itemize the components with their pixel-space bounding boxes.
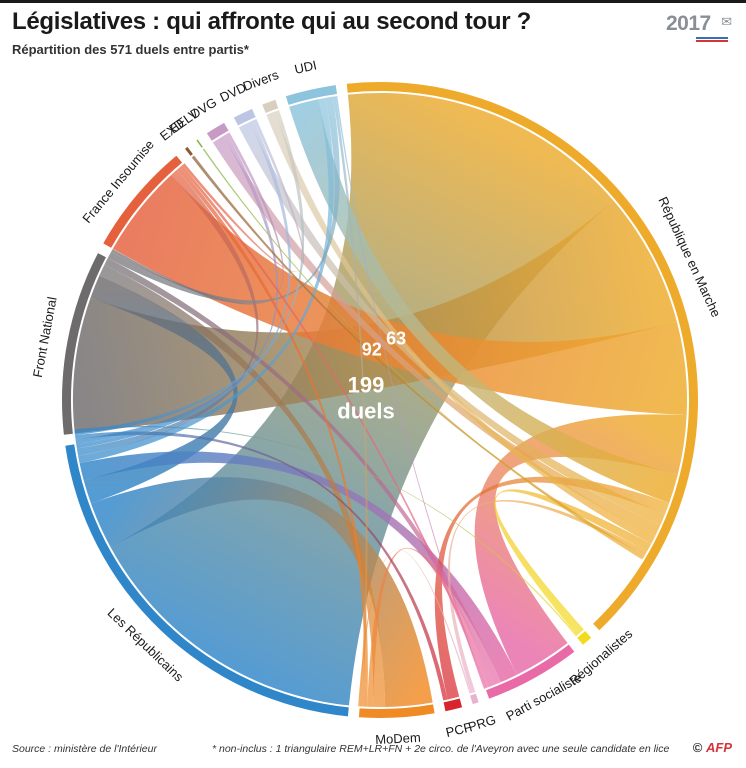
party-label-pcf: PCF (444, 719, 473, 740)
arc-udi (285, 85, 337, 105)
ribbon-pcf-to-republique-en-marche (434, 476, 670, 700)
party-label-divers: Divers (241, 67, 281, 94)
arc-dvg (206, 122, 229, 141)
flow-value-les-republicains: 199 (348, 373, 385, 398)
party-label-front-national: Front National (30, 295, 60, 378)
arcs-layer (62, 81, 699, 718)
ribbon-parti-socialiste-to-republique-en-marche (474, 414, 687, 675)
party-label-dvg: DVG (188, 94, 220, 121)
page-subtitle: Répartition des 571 duels entre partis* (12, 42, 249, 57)
arc-divers (262, 99, 279, 113)
logo-stripe-red (696, 40, 728, 42)
ribbon-modem-to-les-republicains (90, 477, 433, 707)
footer-credit: © AFP (693, 740, 732, 755)
ribbon-front-national-to-republique-en-marche (72, 200, 677, 434)
ribbon-les-republicains-to-republique-en-marche (110, 92, 614, 706)
arc-france-insoumise (103, 155, 183, 248)
flow-value-front-national: 92 (362, 340, 382, 360)
top-rule (0, 0, 746, 3)
arc-modem (358, 704, 435, 718)
arc-front-national (62, 253, 106, 435)
agency-logo: AFP (706, 740, 732, 755)
flow-unit-les-republicains: duels (337, 399, 394, 424)
arc-les-republicains (65, 444, 349, 717)
ribbon-prg-to-republique-en-marche (447, 500, 647, 694)
party-label-udi: UDI (293, 57, 318, 77)
arc-prg (470, 693, 479, 705)
footer-note: * non-inclus : 1 triangulaire REM+LR+FN … (212, 743, 670, 755)
page-title: Législatives : qui affronte qui au secon… (12, 8, 531, 35)
logo-year: 2017 (666, 12, 711, 35)
election-logo: 2017 ✉ (666, 10, 732, 42)
arc-regionalistes (577, 631, 592, 645)
ribbons-layer (72, 92, 687, 708)
arc-parti-socialiste (486, 644, 575, 699)
party-label-modem: MoDem (375, 730, 421, 747)
ribbon-modem-to-parti-socialiste (367, 547, 494, 707)
arc-eelv (196, 139, 203, 148)
arc-pcf (443, 698, 463, 712)
envelope-icon: ✉ (721, 14, 732, 29)
footer-source: Source : ministère de l'Intérieur (12, 743, 157, 755)
ribbon-prg-to-modem (358, 549, 471, 707)
ribbon-regionalistes-to-republique-en-marche (494, 489, 652, 636)
logo-stripe-blue (696, 37, 728, 39)
ribbon-france-insoumise-to-republique-en-marche (112, 175, 687, 416)
arc-dvd (233, 108, 256, 126)
ribbon-front-national-to-les-republicains (83, 275, 238, 504)
copyright-symbol: © (692, 740, 703, 755)
flow-value-france-insoumise: 63 (386, 328, 406, 348)
arc-exd (185, 146, 193, 156)
